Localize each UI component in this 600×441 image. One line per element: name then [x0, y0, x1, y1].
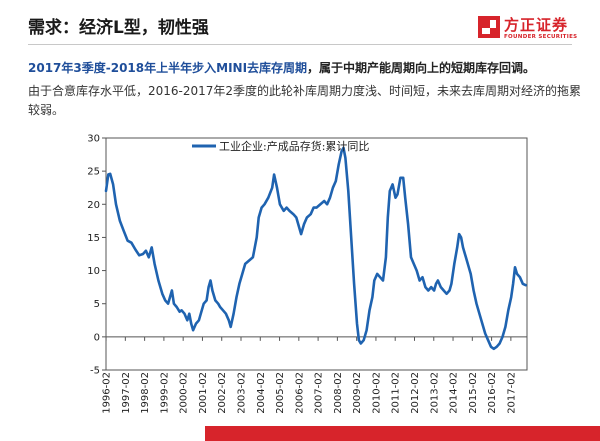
- bottom-accent-bar: [205, 426, 600, 441]
- x-tick-label: 2005-02: [275, 372, 286, 414]
- y-tick-label: 5: [94, 299, 100, 310]
- y-tick-label: 15: [87, 233, 100, 244]
- y-tick-label: 10: [87, 266, 100, 277]
- legend-label: 工业企业:产成品存货:累计同比: [219, 139, 369, 153]
- body-text: 由于合意库存水平低，2016-2017年2季度的此轮补库周期力度浅、时间短，未来…: [28, 84, 582, 117]
- headline: 2017年3季度-2018年上半年步入MINI去库存周期，属于中期产能周期向上的…: [28, 59, 588, 76]
- x-tick-label: 2013-02: [429, 372, 440, 414]
- x-tick-label: 2006-02: [294, 372, 305, 414]
- x-tick-label: 2016-02: [487, 372, 498, 414]
- x-tick-label: 2009-02: [352, 372, 363, 414]
- y-tick-label: 0: [94, 332, 100, 343]
- headline-highlight: 2017年3季度-2018年上半年步入MINI去库存周期: [28, 61, 308, 75]
- y-tick-label: 30: [87, 134, 100, 145]
- x-tick-label: 2003-02: [237, 372, 248, 414]
- x-tick-label: 2001-02: [198, 372, 209, 414]
- x-tick-label: 2008-02: [333, 372, 344, 414]
- series-line: [104, 146, 527, 351]
- x-tick-label: 2007-02: [314, 372, 325, 414]
- y-axis-ticks: -5 0 5 10 15 20 25 30: [87, 134, 106, 377]
- slide-title: 需求：经济L型，韧性强: [28, 18, 209, 38]
- x-tick-label: 2002-02: [217, 372, 228, 414]
- logo-text-en: FOUNDER SECURITIES: [504, 34, 578, 40]
- logo-text-cn: 方正证券: [504, 16, 569, 34]
- logo-mark-icon: [478, 16, 500, 38]
- chart-series: [104, 146, 527, 351]
- chart-legend: 工业企业:产成品存货:累计同比: [192, 139, 369, 153]
- x-tick-label: 2000-02: [179, 372, 190, 414]
- x-tick-label: 2004-02: [256, 372, 267, 414]
- plot-frame: [105, 137, 528, 371]
- x-tick-label: 2011-02: [391, 372, 402, 414]
- x-tick-label: 1999-02: [159, 372, 170, 414]
- chart-axes: [105, 137, 528, 371]
- y-tick-label: 25: [87, 167, 100, 178]
- x-tick-label: 2015-02: [468, 372, 479, 414]
- x-tick-label: 1996-02: [102, 372, 113, 414]
- x-tick-label: 1997-02: [121, 372, 132, 414]
- title-divider: [28, 44, 572, 45]
- x-tick-label: 2012-02: [410, 372, 421, 414]
- headline-rest: ，属于中期产能周期向上的短期库存回调。: [307, 61, 536, 75]
- x-tick-label: 2014-02: [449, 372, 460, 414]
- x-tick-label: 2010-02: [371, 372, 382, 414]
- x-tick-label: 1998-02: [140, 372, 151, 414]
- x-axis-ticks: 1996-02 1997-02 1998-02 1999-02 2000-02 2001-…: [102, 336, 517, 414]
- y-tick-label: 20: [87, 200, 100, 211]
- x-tick-label: 2017-02: [506, 372, 517, 414]
- y-tick-label: -5: [90, 366, 100, 377]
